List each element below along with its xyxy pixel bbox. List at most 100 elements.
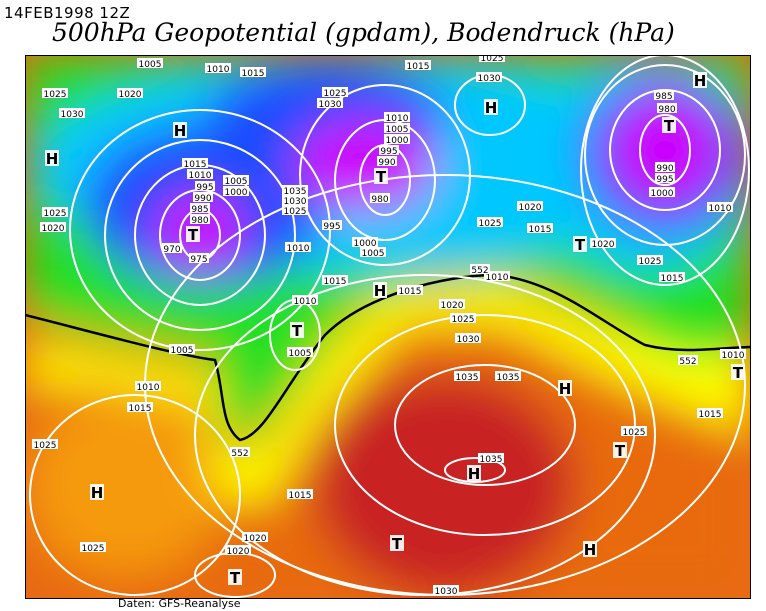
svg-text:T: T [615,442,626,460]
svg-text:H: H [46,150,59,168]
svg-text:552: 552 [231,449,248,459]
svg-text:T: T [292,322,303,340]
svg-text:H: H [694,72,707,90]
svg-text:1005: 1005 [362,249,385,259]
isobar-label: 985 [654,90,674,102]
svg-text:1025: 1025 [82,544,105,554]
low-pressure-marker: T [573,236,587,254]
high-pressure-marker: H [467,465,481,483]
isobar-line [394,364,576,486]
field-warm-core [315,375,575,595]
date-label: 14FEB1998 12Z [4,4,131,22]
isobar-label: 1010 [135,381,161,393]
isobar-label: 1015 [405,60,431,72]
svg-text:T: T [376,168,387,186]
isobar-label: 1025 [32,439,58,451]
svg-text:T: T [230,569,241,587]
isobar-label: 975 [189,253,209,265]
svg-text:1015: 1015 [242,69,265,79]
svg-text:1030: 1030 [457,335,480,345]
svg-text:975: 975 [190,255,207,265]
svg-text:1010: 1010 [709,204,732,214]
isobar-label: 995 [379,145,399,157]
svg-text:552: 552 [679,357,696,367]
isobar-line [334,314,636,536]
isobar-label: 1005 [287,347,313,359]
svg-text:1015: 1015 [184,160,207,170]
svg-text:980: 980 [191,216,208,226]
isobar-label: 1025 [477,217,503,229]
isobar-label: 985 [190,203,210,215]
isobar-label: 1015 [397,285,423,297]
isobar-label: 980 [190,214,210,226]
isobar-label: 1005 [384,123,410,135]
svg-text:1030: 1030 [61,110,84,120]
svg-text:1020: 1020 [119,90,142,100]
isobar-label: 1005 [137,58,163,70]
isobar-label: 1015 [659,272,685,284]
svg-text:1025: 1025 [284,207,307,217]
isobar-label: 1010 [707,202,733,214]
isobar-label: 1030 [455,333,481,345]
svg-text:1010: 1010 [287,244,310,254]
isobar-label: 1020 [40,222,66,234]
high-pressure-marker: H [583,541,597,559]
high-pressure-marker: H [173,122,187,140]
svg-text:995: 995 [196,183,213,193]
svg-text:1020: 1020 [244,534,267,544]
isobar-label: 1010 [720,349,746,361]
chart-title: 500hPa Geopotential (gpdam), Bodendruck … [52,18,675,47]
isobar-label: 1000 [384,134,410,146]
svg-text:H: H [468,465,481,483]
svg-text:1000: 1000 [386,136,409,146]
geopotential-label: 552 [230,447,250,459]
low-pressure-marker: T [374,168,388,186]
isobar-label: 1000 [352,237,378,249]
isobar-line [444,457,506,483]
isobar-label: 1030 [433,585,459,597]
svg-text:H: H [374,282,387,300]
svg-text:1015: 1015 [324,277,347,287]
geopotential-552-line [25,273,751,442]
isobar-label: 1025 [479,55,505,64]
isobar-label: 1025 [637,255,663,267]
isobar-label: 1020 [590,238,616,250]
svg-text:1030: 1030 [478,74,501,84]
isobar-label: 980 [370,193,390,205]
svg-text:1035: 1035 [456,373,479,383]
svg-text:T: T [575,236,586,254]
high-pressure-marker: H [558,380,572,398]
svg-text:1010: 1010 [722,351,745,361]
isobar-line [584,64,746,246]
isobar-label: 1010 [484,271,510,283]
isobar-label: 990 [655,162,675,174]
high-pressure-marker: H [693,72,707,90]
field-low-center [295,120,435,210]
svg-text:T: T [664,117,675,135]
svg-text:1025: 1025 [34,441,57,451]
isobar-label: 1025 [42,88,68,100]
high-pressure-marker: H [90,484,104,502]
svg-text:1020: 1020 [441,301,464,311]
geopotential-label: 552 [470,264,490,276]
isobar-label: 1000 [649,187,675,199]
low-pressure-marker: T [290,322,304,340]
svg-text:995: 995 [380,147,397,157]
svg-text:1000: 1000 [354,239,377,249]
isobar-label: 1010 [205,63,231,75]
isobar-label: 1025 [450,313,476,325]
svg-text:1010: 1010 [189,171,212,181]
svg-text:1005: 1005 [289,349,312,359]
field-low-east [610,95,720,205]
svg-text:1010: 1010 [486,273,509,283]
svg-text:1000: 1000 [651,189,674,199]
svg-text:1035: 1035 [497,373,520,383]
isobar-line [580,55,750,286]
svg-text:1035: 1035 [284,187,307,197]
isobar-label: 1020 [517,201,543,213]
svg-text:1025: 1025 [639,257,662,267]
svg-text:552: 552 [471,266,488,276]
isobar-label: 1025 [282,205,308,217]
svg-text:1025: 1025 [452,315,475,325]
low-pressure-marker: T [613,442,627,460]
